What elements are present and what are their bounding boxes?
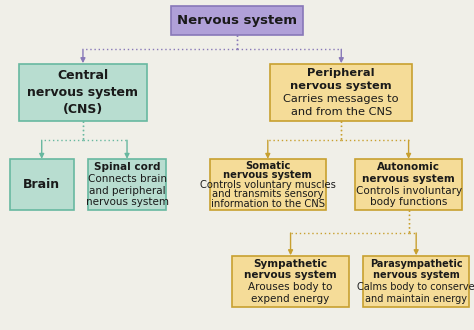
Text: body functions: body functions (370, 197, 447, 207)
Text: and from the CNS: and from the CNS (291, 107, 392, 117)
Text: Brain: Brain (23, 178, 60, 191)
Text: nervous system: nervous system (223, 170, 312, 180)
Text: and peripheral: and peripheral (89, 185, 165, 196)
Text: Nervous system: Nervous system (177, 14, 297, 27)
Text: nervous system: nervous system (373, 270, 460, 280)
Text: Arouses body to: Arouses body to (248, 282, 333, 292)
Text: information to the CNS: information to the CNS (211, 199, 325, 209)
Text: Carries messages to: Carries messages to (283, 94, 399, 104)
FancyBboxPatch shape (355, 159, 462, 211)
FancyBboxPatch shape (171, 6, 303, 35)
FancyBboxPatch shape (363, 255, 469, 307)
Text: (CNS): (CNS) (63, 103, 103, 116)
FancyBboxPatch shape (9, 159, 73, 211)
Text: and maintain energy: and maintain energy (365, 294, 467, 304)
Text: Controls involuntary: Controls involuntary (356, 185, 462, 196)
FancyBboxPatch shape (88, 159, 166, 211)
FancyBboxPatch shape (270, 64, 412, 121)
Text: Calms body to conserve: Calms body to conserve (357, 282, 474, 292)
Text: expend energy: expend energy (251, 294, 330, 304)
Text: Connects brain: Connects brain (88, 174, 166, 184)
Text: Controls voluntary muscles: Controls voluntary muscles (200, 180, 336, 190)
Text: Parasympathetic: Parasympathetic (370, 259, 463, 269)
FancyBboxPatch shape (19, 64, 147, 121)
Text: Spinal cord: Spinal cord (94, 162, 160, 172)
FancyBboxPatch shape (210, 159, 326, 211)
Text: and transmits sensory: and transmits sensory (212, 189, 324, 199)
FancyBboxPatch shape (232, 255, 348, 307)
Text: nervous system: nervous system (244, 270, 337, 280)
Text: Somatic: Somatic (245, 161, 291, 171)
Text: Sympathetic: Sympathetic (254, 259, 328, 269)
Text: Peripheral: Peripheral (308, 68, 375, 78)
Text: nervous system: nervous system (291, 81, 392, 91)
Text: nervous system: nervous system (362, 174, 455, 184)
Text: nervous system: nervous system (85, 197, 169, 207)
Text: Central: Central (57, 69, 109, 82)
Text: Autonomic: Autonomic (377, 162, 440, 172)
Text: nervous system: nervous system (27, 86, 138, 99)
